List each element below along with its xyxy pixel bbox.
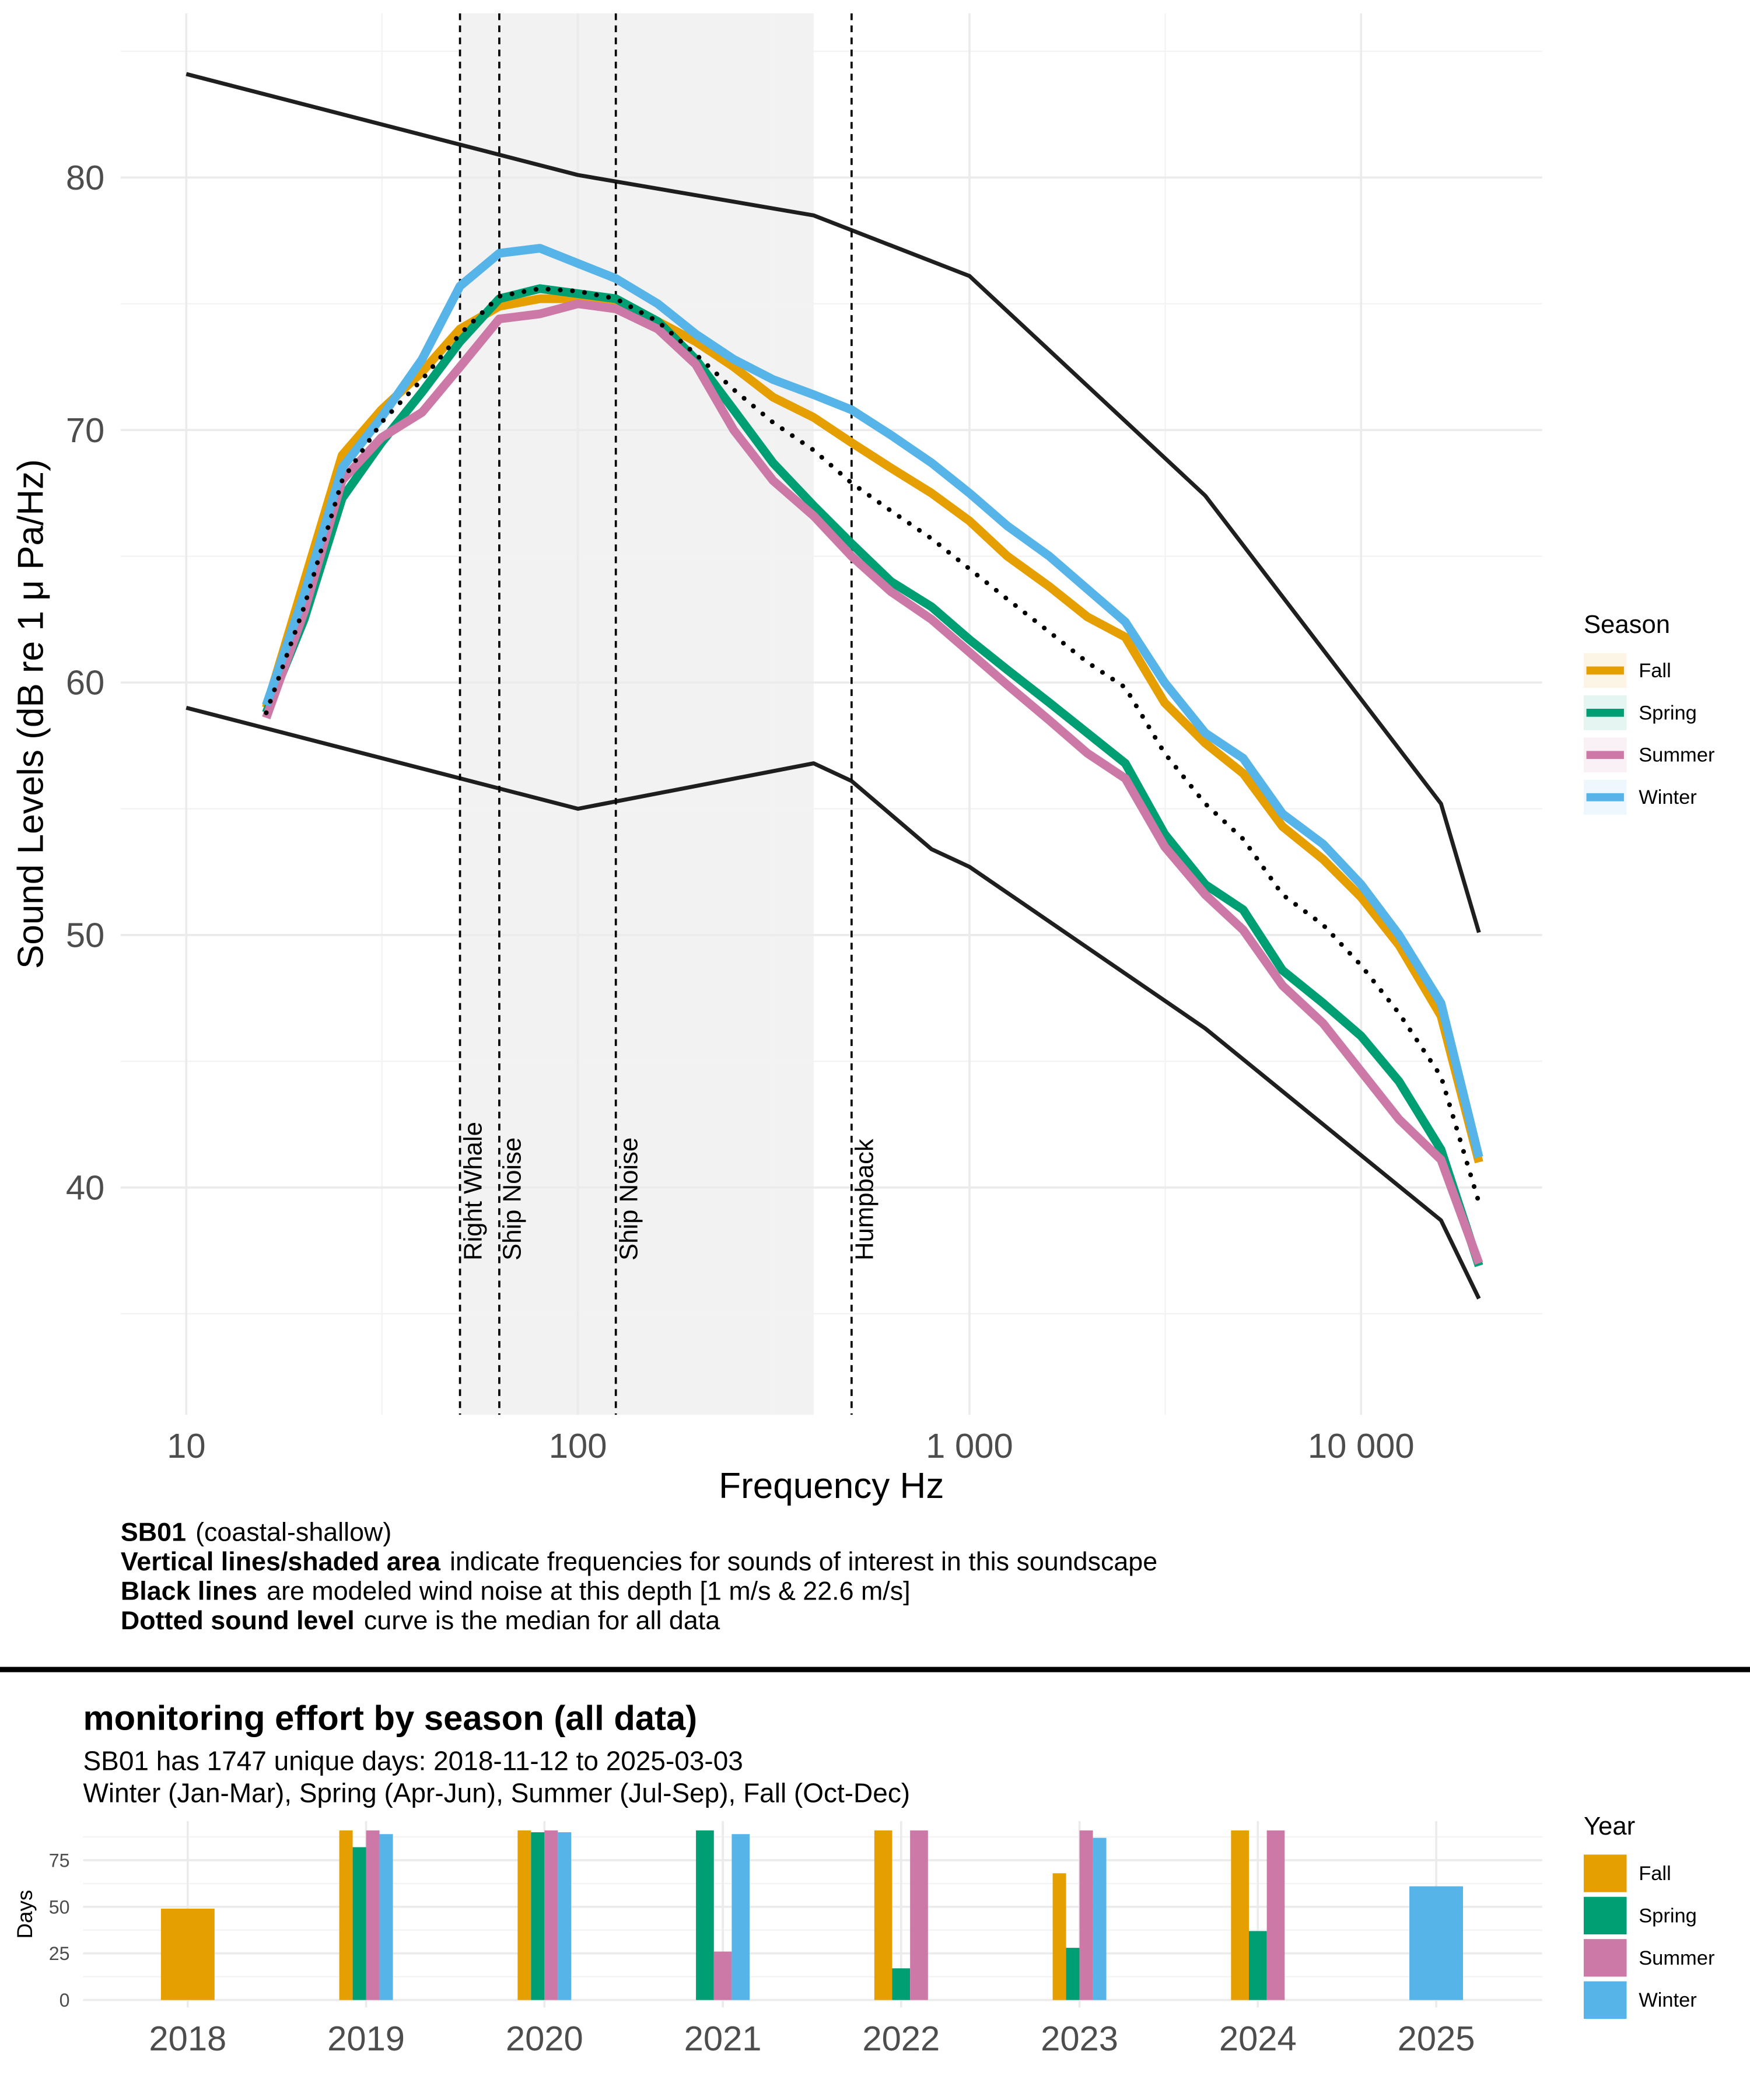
caption-line: Vertical lines/shaded area indicate frequ… (121, 1547, 1157, 1576)
bar (910, 1830, 928, 2000)
y-tick-label: 25 (49, 1943, 70, 1964)
y-tick-label: 80 (66, 158, 104, 197)
legend-label: Winter (1639, 786, 1697, 808)
caption-bold: Dotted sound level (121, 1606, 355, 1635)
bar (352, 1847, 366, 2000)
bar (160, 1909, 215, 2000)
legend-label: Summer (1639, 744, 1714, 766)
legend-key (1583, 1981, 1627, 2019)
legend-key (1583, 1896, 1627, 1935)
x-tick-label: 10 000 (1308, 1426, 1415, 1465)
x-tick-label: 100 (549, 1426, 607, 1465)
bar (517, 1830, 531, 2000)
bar (1248, 1931, 1267, 2000)
bar (892, 1968, 911, 2000)
x-tick-label: 2019 (327, 2019, 405, 2058)
legend-key (1583, 1854, 1627, 1892)
x-tick-label: 2025 (1398, 2019, 1475, 2058)
bar (531, 1832, 545, 2000)
wind-noise-line (186, 705, 1481, 1300)
x-tick-label: 2024 (1219, 2019, 1297, 2058)
x-tick-label: 2020 (506, 2019, 583, 2058)
bar (1409, 1886, 1464, 2000)
x-axis-title: Frequency Hz (719, 1466, 944, 1506)
bar (379, 1834, 393, 2000)
y-axis-title: Days (13, 1890, 37, 1939)
wind-noise-line (186, 72, 1481, 933)
legend-title: Year (1584, 1812, 1635, 1840)
frequency-label: Humpback (850, 1139, 879, 1261)
y-tick-label: 75 (49, 1850, 70, 1871)
caption-line: Dotted sound level curve is the median fo… (121, 1606, 720, 1635)
bar (1093, 1838, 1107, 2000)
chart-subtitle: Winter (Jan-Mar), Spring (Apr-Jun), Summ… (83, 1778, 911, 1808)
frequency-label: Ship Noise (614, 1138, 643, 1261)
legend-label: Spring (1639, 1905, 1697, 1927)
y-tick-label: 0 (60, 1990, 70, 2011)
legend-label: Summer (1639, 1947, 1714, 1969)
legend-key (1583, 1939, 1627, 1977)
season-line (262, 244, 1483, 1158)
bar (1052, 1873, 1066, 2000)
y-tick-label: 60 (66, 663, 104, 702)
caption-bold: Vertical lines/shaded area (121, 1547, 441, 1576)
legend-label: Fall (1639, 660, 1671, 682)
legend-label: Fall (1639, 1863, 1671, 1885)
bar (1066, 1948, 1080, 2000)
caption-text: (coastal-shallow) (195, 1517, 391, 1546)
y-axis-title: Sound Levels (dB re 1 μ Pa/Hz) (11, 459, 51, 969)
frequency-label: Ship Noise (498, 1138, 527, 1261)
caption-bold: SB01 (121, 1517, 186, 1546)
frequency-label: Right Whale (459, 1122, 487, 1261)
bar (366, 1830, 380, 2000)
bar (696, 1830, 714, 2000)
bar (713, 1951, 732, 2000)
x-tick-label: 2022 (862, 2019, 940, 2058)
bar (1231, 1830, 1249, 2000)
caption-text: curve is the median for all data (364, 1606, 720, 1635)
bar (558, 1832, 572, 2000)
x-tick-label: 2021 (684, 2019, 762, 2058)
chart-subtitle: SB01 has 1747 unique days: 2018-11-12 to… (83, 1745, 743, 1776)
y-tick-label: 40 (66, 1168, 104, 1207)
bar (544, 1830, 558, 2000)
bar (732, 1834, 750, 2000)
y-tick-label: 70 (66, 411, 104, 450)
caption-text: are modeled wind noise at this depth [1 … (267, 1577, 910, 1606)
y-tick-label: 50 (49, 1896, 70, 1917)
season-line (262, 299, 1483, 1265)
bar (1266, 1830, 1285, 2000)
legend-label: Winter (1639, 1989, 1697, 2011)
x-tick-label: 10 (167, 1426, 205, 1465)
bar (874, 1830, 892, 2000)
caption-line: Black lines are modeled wind noise at thi… (121, 1577, 911, 1606)
season-line (262, 294, 1483, 1164)
season-line (262, 284, 1483, 1268)
bar (1079, 1830, 1093, 2000)
legend-title: Season (1584, 610, 1670, 639)
x-tick-label: 1 000 (926, 1426, 1013, 1465)
caption-bold: Black lines (121, 1577, 257, 1606)
x-tick-label: 2018 (149, 2019, 226, 2058)
caption-text: indicate frequencies for sounds of inter… (450, 1547, 1157, 1576)
x-tick-label: 2023 (1041, 2019, 1118, 2058)
caption-line: SB01 (coastal-shallow) (121, 1517, 391, 1546)
legend-label: Spring (1639, 702, 1697, 724)
bar (339, 1830, 353, 2000)
chart-title: monitoring effort by season (all data) (83, 1699, 698, 1738)
y-tick-label: 50 (66, 916, 104, 955)
